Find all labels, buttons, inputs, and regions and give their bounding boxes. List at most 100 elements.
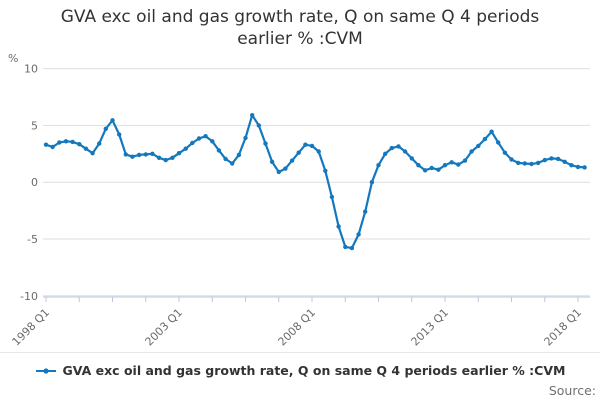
data-point [156, 155, 162, 160]
data-point [396, 144, 401, 149]
data-point [97, 141, 102, 146]
data-point [402, 149, 408, 154]
data-point [43, 142, 49, 147]
data-point [389, 145, 394, 151]
data-point [575, 164, 581, 170]
data-point [363, 209, 368, 214]
data-point [356, 232, 361, 237]
data-point [77, 142, 82, 147]
data-point [136, 152, 142, 158]
data-point [502, 150, 508, 155]
data-point [110, 118, 115, 123]
data-point [442, 163, 448, 168]
x-axis-tick-label: 2018 Q1 [542, 306, 585, 349]
data-point [210, 139, 215, 144]
data-point [456, 162, 461, 167]
data-point [429, 165, 434, 171]
data-point [57, 140, 62, 145]
y-axis-tick-label: 5 [31, 119, 38, 132]
data-point [303, 142, 308, 147]
y-axis-tick-label: 10 [24, 63, 38, 76]
data-point [196, 136, 202, 141]
legend-label: GVA exc oil and gas growth rate, Q on sa… [62, 363, 566, 378]
data-point [496, 140, 501, 145]
data-point [216, 148, 222, 153]
data-point [243, 135, 248, 141]
data-point [130, 154, 135, 159]
chart-title-line2: earlier % :CVM [237, 29, 363, 50]
line-chart-plot-area: 10 5 0 -5 -10% 1998 Q1 2003 Q1 2008 Q1 2013 Q1 20… [8, 52, 590, 349]
data-point [117, 132, 122, 137]
data-point [323, 168, 328, 173]
data-point [343, 244, 348, 250]
data-point [170, 155, 175, 160]
data-point [383, 151, 388, 156]
data-point [482, 136, 488, 142]
data-point [562, 159, 567, 164]
data-point [289, 158, 295, 163]
y-axis-tick-label: 0 [31, 176, 38, 189]
data-point [422, 168, 428, 173]
data-point [283, 166, 288, 171]
data-point [449, 160, 454, 165]
data-point [462, 158, 468, 163]
data-point [123, 152, 128, 157]
legend-line-marker-icon [35, 367, 56, 374]
data-point [582, 165, 587, 170]
data-point [555, 156, 561, 162]
data-point [489, 129, 494, 134]
data-point [569, 163, 574, 168]
data-point [163, 157, 168, 163]
data-point [309, 143, 315, 149]
data-point [329, 194, 335, 200]
data-point [316, 149, 321, 154]
chart-title: GVA exc oil and gas growth rate, Q on sa… [0, 6, 600, 51]
data-point [269, 159, 275, 164]
data-point [369, 180, 375, 185]
data-point [529, 161, 534, 167]
source-label: Source: [548, 383, 596, 398]
data-point [190, 140, 195, 146]
data-point [476, 143, 481, 149]
data-point [176, 151, 182, 156]
data-point [336, 224, 341, 229]
data-point [50, 144, 55, 150]
data-point [256, 123, 261, 128]
data-point [150, 151, 155, 156]
data-point [203, 134, 208, 139]
data-point [349, 245, 355, 251]
y-axis-unit-label: % [8, 52, 18, 65]
data-point [183, 146, 188, 151]
data-point [469, 149, 474, 154]
data-point [103, 126, 109, 131]
data-point [70, 139, 75, 145]
x-axis-tick-label: 2008 Q1 [276, 306, 319, 349]
x-axis-tick-label: 2003 Q1 [143, 306, 186, 349]
chart-footer: GVA exc oil and gas growth rate, Q on sa… [0, 352, 600, 400]
data-point [296, 150, 301, 155]
data-point [63, 139, 69, 144]
data-point [376, 163, 381, 168]
data-point [542, 157, 547, 163]
y-axis-tick-label: -5 [27, 233, 38, 246]
x-axis-tick-label: 1998 Q1 [10, 306, 53, 349]
x-axis-tick-label: 2013 Q1 [409, 306, 452, 349]
data-point [223, 156, 228, 162]
data-point [230, 161, 235, 166]
data-point [416, 163, 421, 168]
data-point [276, 169, 281, 175]
data-point [535, 160, 541, 166]
data-point [263, 141, 268, 146]
legend[interactable]: GVA exc oil and gas growth rate, Q on sa… [0, 363, 600, 378]
data-point [143, 152, 148, 157]
data-point [250, 113, 255, 118]
data-line [44, 114, 586, 250]
data-point [509, 157, 514, 162]
data-point [409, 156, 414, 161]
y-axis-tick-label: -10 [20, 290, 38, 303]
data-point [436, 167, 441, 172]
chart-title-line1: GVA exc oil and gas growth rate, Q on sa… [60, 7, 540, 27]
data-point [90, 151, 95, 156]
data-point [83, 146, 89, 151]
